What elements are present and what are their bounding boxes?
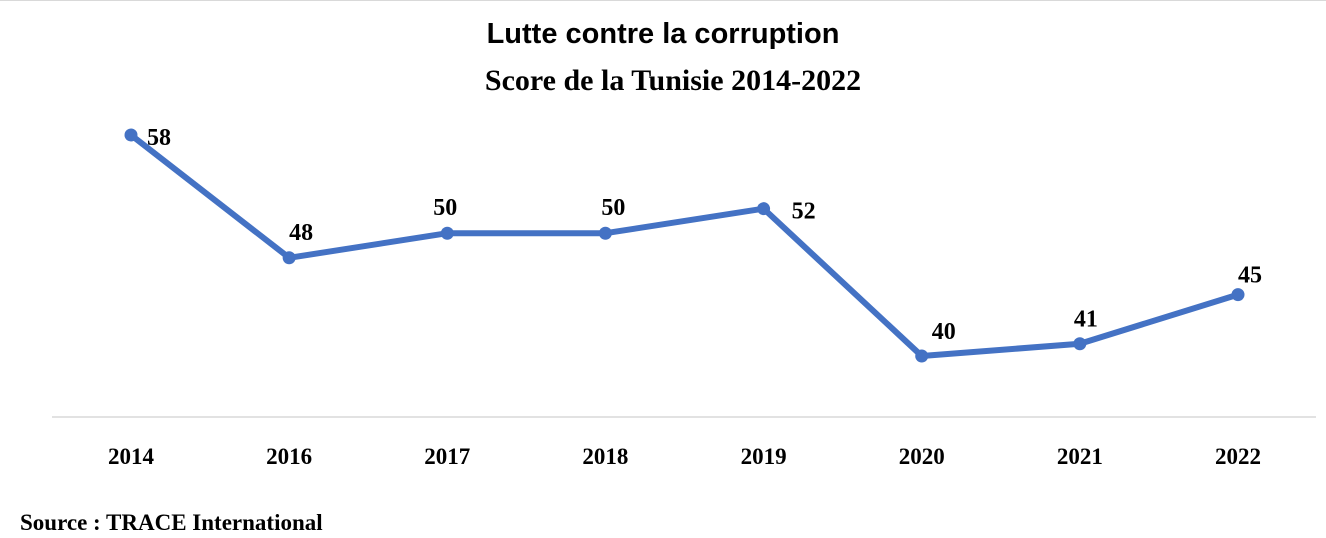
data-label-2019: 52	[792, 199, 816, 225]
data-labels: 58 48 50 50 52 40 41 45	[147, 125, 1262, 345]
data-point-2020	[915, 349, 929, 363]
x-tick-labels: 2014 2016 2017 2018 2019 2020 2021 2022	[108, 444, 1261, 469]
x-tick-label-2016: 2016	[266, 444, 312, 469]
x-tick-label-2021: 2021	[1057, 444, 1103, 469]
x-tick-label-2014: 2014	[108, 444, 155, 469]
data-label-2021: 41	[1074, 307, 1098, 333]
data-label-2017: 50	[433, 195, 457, 221]
data-markers	[124, 128, 1245, 363]
data-label-2014: 58	[147, 125, 171, 151]
data-label-2022: 45	[1238, 263, 1262, 289]
x-tick-label-2019: 2019	[741, 444, 787, 469]
chart-title: Lutte contre la corruption	[486, 18, 840, 50]
series-line	[128, 132, 1241, 359]
source-note: Source : TRACE International	[20, 510, 323, 535]
data-label-2018: 50	[601, 195, 625, 221]
data-point-2018	[598, 226, 612, 240]
data-label-2020: 40	[932, 319, 956, 345]
chart-subtitle: Score de la Tunisie 2014-2022	[484, 64, 862, 97]
data-label-2016: 48	[289, 220, 313, 246]
data-point-2017	[440, 226, 454, 240]
x-tick-label-2017: 2017	[424, 444, 470, 469]
top-border	[0, 0, 1326, 1]
x-tick-label-2018: 2018	[582, 444, 628, 469]
data-point-2016	[282, 251, 296, 265]
x-tick-label-2022: 2022	[1215, 444, 1261, 469]
x-tick-label-2020: 2020	[899, 444, 945, 469]
data-point-2021	[1073, 337, 1087, 351]
data-point-2019	[757, 202, 771, 216]
data-point-2022	[1231, 288, 1245, 302]
data-point-2014	[124, 128, 138, 142]
